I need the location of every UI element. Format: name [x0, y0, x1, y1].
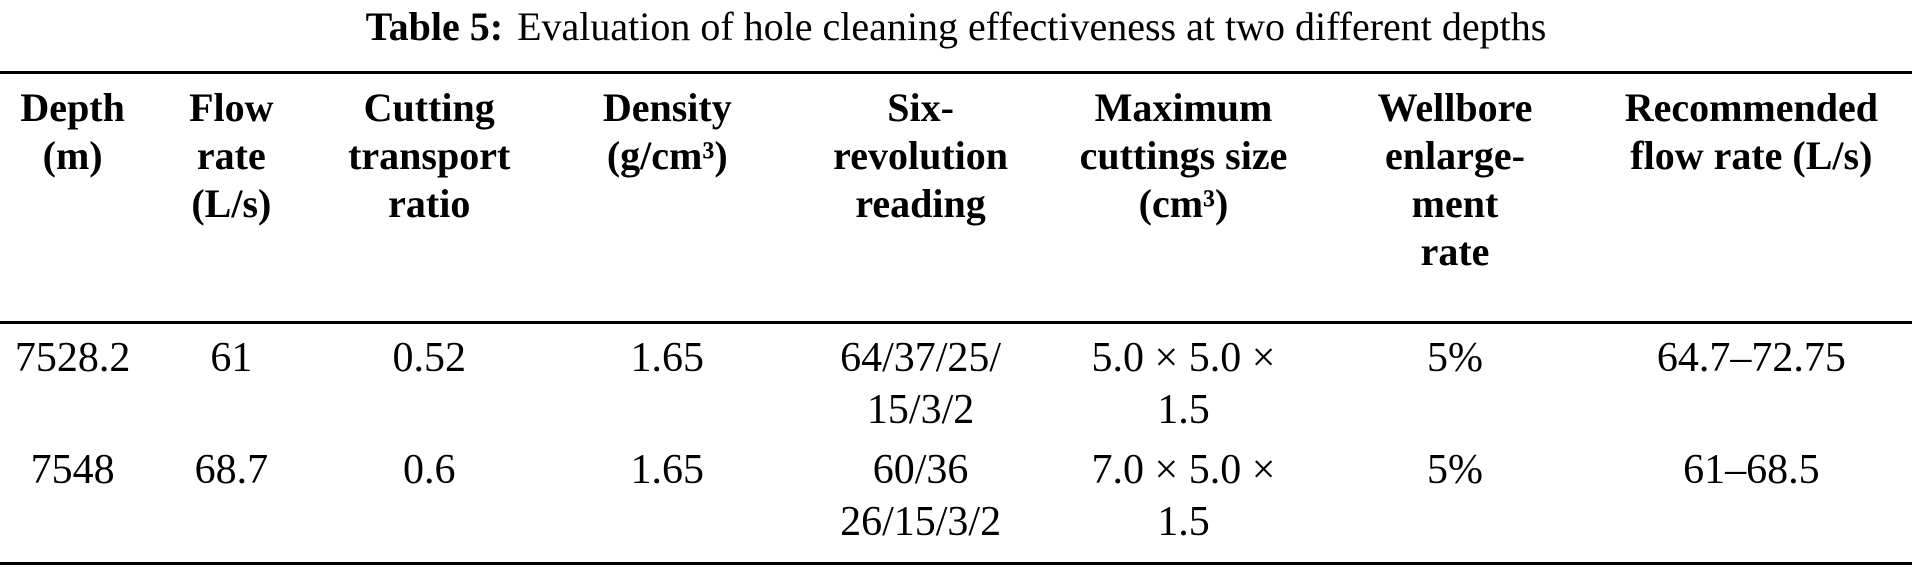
table-cell-recommended-flow-rate: 61–68.5: [1591, 436, 1912, 564]
header-line: Six-: [887, 85, 954, 130]
cell-line: 7548: [30, 447, 115, 493]
cell-line: 64.7–72.75: [1656, 335, 1846, 381]
table-cell-flow-rate: 61: [145, 323, 317, 437]
cell-line: 7528.2: [14, 335, 131, 381]
table-cell-cutting-transport-ratio: 0.52: [317, 323, 541, 437]
header-row: Depth (m) Flow rate (L/s) Cutting transport rat…: [0, 73, 1912, 323]
cell-line: 1.5: [1157, 499, 1210, 545]
column-header-wellbore-enlargement-rate: Wellbore enlarge-ment rate: [1319, 73, 1591, 323]
header-line: Maximum: [1094, 85, 1273, 130]
table-cell-maximum-cuttings-size: 7.0 × 5.0 × 1.5: [1048, 436, 1320, 564]
column-header-cutting-transport-ratio: Cutting transport ratio: [317, 73, 541, 323]
table-cell-recommended-flow-rate: 64.7–72.75: [1591, 323, 1912, 437]
table-cell-wellbore-enlargement-rate: 5%: [1319, 323, 1591, 437]
cell-line: 0.6: [402, 447, 456, 493]
cell-line: 1.5: [1157, 387, 1210, 433]
header-line: Flow: [189, 85, 274, 130]
header-line: ratio: [388, 181, 471, 226]
table-cell-density: 1.65: [541, 323, 793, 437]
table-cell-flow-rate: 68.7: [145, 436, 317, 564]
header-line: flow rate (L/s): [1630, 133, 1873, 178]
column-header-six-revolution-reading: Six-revolution reading: [793, 73, 1047, 323]
header-line: Density: [602, 85, 732, 130]
table-cell-depth: 7528.2: [0, 323, 145, 437]
table-row: 7528.2 61 0.52 1.65 64/37/25/15/3/2 5.0 × 5.0…: [0, 323, 1912, 437]
cell-line: 61: [210, 335, 253, 381]
header-line: enlarge-: [1385, 133, 1525, 178]
header-line: (L/s): [191, 181, 272, 226]
table-cell-six-revolution-reading: 60/36 26/15/3/2: [793, 436, 1047, 564]
header-line: Wellbore: [1377, 85, 1533, 130]
table-row: 7548 68.7 0.6 1.65 60/36 26/15/3/2 7.0 × 5.0 ×…: [0, 436, 1912, 564]
header-line: Recommended: [1624, 85, 1878, 130]
cell-line: 7.0 × 5.0 ×: [1091, 447, 1276, 493]
table-cell-depth: 7548: [0, 436, 145, 564]
header-line: revolution: [833, 133, 1008, 178]
column-header-maximum-cuttings-size: Maximum cuttings size (cm³): [1048, 73, 1320, 323]
header-line: rate: [196, 133, 266, 178]
data-table: Depth (m) Flow rate (L/s) Cutting transport rat…: [0, 71, 1912, 565]
table-caption: Table 5: Evaluation of hole cleaning effe…: [0, 0, 1912, 49]
cell-line: 68.7: [194, 447, 269, 493]
table-cell-maximum-cuttings-size: 5.0 × 5.0 × 1.5: [1048, 323, 1320, 437]
cell-line: 5.0 × 5.0 ×: [1091, 335, 1276, 381]
table-head: Depth (m) Flow rate (L/s) Cutting transport rat…: [0, 73, 1912, 323]
header-line: (m): [42, 133, 103, 178]
table-cell-wellbore-enlargement-rate: 5%: [1319, 436, 1591, 564]
table-cell-density: 1.65: [541, 436, 793, 564]
cell-line: 1.65: [630, 335, 705, 381]
header-line: rate: [1420, 229, 1490, 274]
column-header-flow-rate: Flow rate (L/s): [145, 73, 317, 323]
column-header-recommended-flow-rate: Recommended flow rate (L/s): [1591, 73, 1912, 323]
caption-text: Evaluation of hole cleaning effectivenes…: [517, 4, 1547, 49]
cell-line: 15/3/2: [866, 387, 975, 433]
header-line: (g/cm³): [606, 133, 728, 178]
cell-line: 26/15/3/2: [840, 499, 1002, 545]
cell-line: 60/36: [872, 447, 969, 493]
header-line: (cm³): [1138, 181, 1229, 226]
header-line: cuttings size: [1079, 133, 1288, 178]
column-header-density: Density (g/cm³): [541, 73, 793, 323]
header-line: transport: [348, 133, 511, 178]
cell-line: 61–68.5: [1683, 447, 1820, 493]
cell-line: 1.65: [630, 447, 705, 493]
caption-label: Table 5:: [365, 4, 504, 49]
cell-line: 5%: [1426, 447, 1483, 493]
table-cell-six-revolution-reading: 64/37/25/15/3/2: [793, 323, 1047, 437]
column-header-depth: Depth (m): [0, 73, 145, 323]
table-cell-cutting-transport-ratio: 0.6: [317, 436, 541, 564]
cell-line: 0.52: [392, 335, 466, 381]
cell-line: 5%: [1426, 335, 1483, 381]
table-body: 7528.2 61 0.52 1.65 64/37/25/15/3/2 5.0 × 5.0…: [0, 323, 1912, 564]
cell-line: 64/37/25/: [840, 335, 1002, 381]
header-line: Depth: [20, 85, 125, 130]
header-line: ment: [1411, 181, 1499, 226]
header-line: reading: [855, 181, 986, 226]
header-line: Cutting: [363, 85, 495, 130]
